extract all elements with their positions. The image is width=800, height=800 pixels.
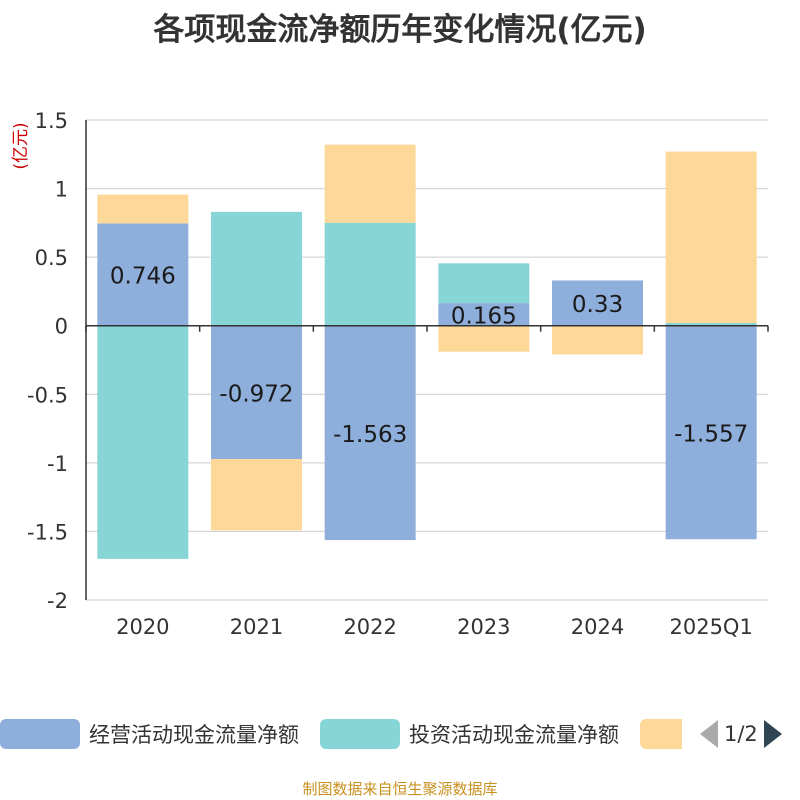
legend-label-operating: 经营活动现金流量净额 [89, 723, 299, 747]
y-tick-label: 1 [55, 178, 68, 202]
data-label: 0.165 [451, 303, 517, 329]
y-tick-label: 0.5 [35, 246, 68, 270]
x-tick-label: 2020 [116, 615, 169, 639]
y-tick-label: -1.5 [27, 520, 68, 544]
legend-page-indicator: 1/2 [724, 722, 758, 746]
bar-financing [97, 194, 189, 224]
bar-financing [324, 144, 416, 223]
y-axis-unit-label: (亿元) [11, 122, 31, 169]
bar-financing [665, 151, 757, 323]
legend-next-arrow-icon[interactable] [763, 720, 782, 748]
legend: 经营活动现金流量净额 投资活动现金流量净额 1/2 [0, 712, 800, 756]
cashflow-chart: 1.5 1 0.5 0 -0.5 -1 -1.5 -2 0.746 -0.972 -1.563 0.1… [11, 109, 769, 639]
bar-investing [665, 322, 757, 326]
bar-investing [324, 222, 416, 326]
x-tick-label: 2021 [230, 615, 283, 639]
data-label: 0.33 [572, 292, 623, 318]
data-label: 0.746 [110, 264, 176, 290]
bar-financing [211, 459, 302, 531]
bar-financing [438, 325, 530, 352]
legend-prev-arrow-icon[interactable] [700, 720, 718, 748]
data-label: -0.972 [219, 381, 293, 407]
source-note: 制图数据来自恒生聚源数据库 [302, 780, 498, 798]
legend-item-investing[interactable]: 投资活动现金流量净额 [320, 712, 619, 756]
legend-swatch-investing [320, 719, 400, 749]
y-tick-label: 0 [55, 315, 68, 339]
bar-operating [665, 325, 757, 540]
bar-investing [97, 325, 189, 559]
legend-item-financing[interactable] [640, 712, 682, 756]
x-tick-label: 2023 [457, 615, 510, 639]
bar-operating [97, 223, 189, 326]
chart-title: 各项现金流净额历年变化情况(亿元) [153, 12, 647, 48]
bar-operating [438, 303, 530, 326]
bar-investing [211, 211, 302, 326]
legend-item-operating[interactable]: 经营活动现金流量净额 [0, 712, 299, 756]
legend-swatch-financing [640, 719, 682, 749]
data-label: -1.557 [674, 421, 748, 447]
bar-operating [211, 325, 302, 460]
y-tick-label: 1.5 [35, 109, 68, 133]
legend-swatch-operating [0, 719, 80, 749]
bar-operating [552, 280, 643, 326]
x-tick-label: 2025Q1 [669, 615, 752, 639]
bar-financing [552, 325, 643, 355]
data-label: -1.563 [333, 422, 407, 448]
y-tick-label: -2 [47, 589, 68, 613]
x-tick-label: 2024 [571, 615, 624, 639]
legend-pager: 1/2 [700, 712, 782, 756]
bar-investing [438, 263, 530, 304]
bar-operating [324, 325, 416, 541]
y-tick-label: -1 [47, 452, 68, 476]
x-tick-label: 2022 [343, 615, 396, 639]
legend-label-investing: 投资活动现金流量净额 [409, 723, 619, 747]
y-tick-label: -0.5 [27, 383, 68, 407]
